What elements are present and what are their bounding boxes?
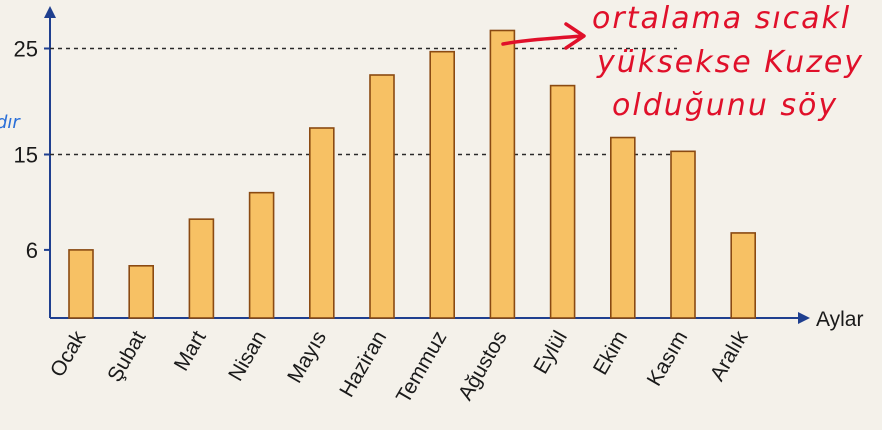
bar (68, 249, 94, 319)
chart-axes: Aylar (44, 6, 863, 331)
x-tick-label: Aralık (706, 327, 753, 385)
x-tick-label: Mart (170, 327, 211, 375)
bar (609, 136, 636, 319)
bar (670, 150, 696, 319)
reference-lines (44, 47, 677, 251)
annotation-line-3: olduğunu söy (612, 88, 838, 123)
x-tick-label: Nisan (224, 327, 271, 385)
annotation-line-2: yüksekse Kuzey (596, 45, 864, 80)
x-axis-arrow (798, 312, 810, 324)
bar (549, 84, 576, 319)
x-axis-label: Aylar (816, 308, 863, 331)
handwritten-annotations: ortalama sıcakl yüksekse Kuzey olduğunu … (0, 1, 864, 133)
bar (128, 264, 154, 319)
x-tick-label: Ocak (46, 327, 91, 381)
x-tick-label: Ağustos (454, 327, 512, 404)
x-tick-label: Mayıs (283, 327, 331, 387)
y-tick-label: 25 (14, 37, 38, 62)
margin-note: dır (0, 112, 21, 133)
y-axis-arrow (44, 6, 56, 18)
x-tick-label: Ekim (589, 327, 632, 379)
bar (489, 29, 516, 319)
annotation-line-1: ortalama sıcakl (592, 1, 851, 36)
x-tick-label: Şubat (103, 327, 150, 386)
bars (68, 29, 757, 319)
x-tick-labels: Ocak Şubat Mart Nisan Mayıs Haziran Temmuz Ağus… (46, 327, 753, 408)
bar (248, 191, 275, 319)
bar (188, 218, 215, 319)
x-tick-label: Kasım (643, 327, 693, 390)
bar (369, 74, 395, 319)
annotation-arrow (501, 22, 586, 50)
bar (429, 50, 456, 319)
bar (308, 127, 335, 319)
y-tick-label: 15 (14, 143, 38, 168)
x-tick-label: Haziran (335, 327, 391, 401)
bar (730, 232, 757, 319)
y-tick-labels: 6 15 25 (14, 37, 38, 263)
x-tick-label: Temmuz (392, 327, 452, 407)
y-tick-label: 6 (26, 238, 38, 263)
x-tick-label: Eylül (529, 327, 572, 378)
